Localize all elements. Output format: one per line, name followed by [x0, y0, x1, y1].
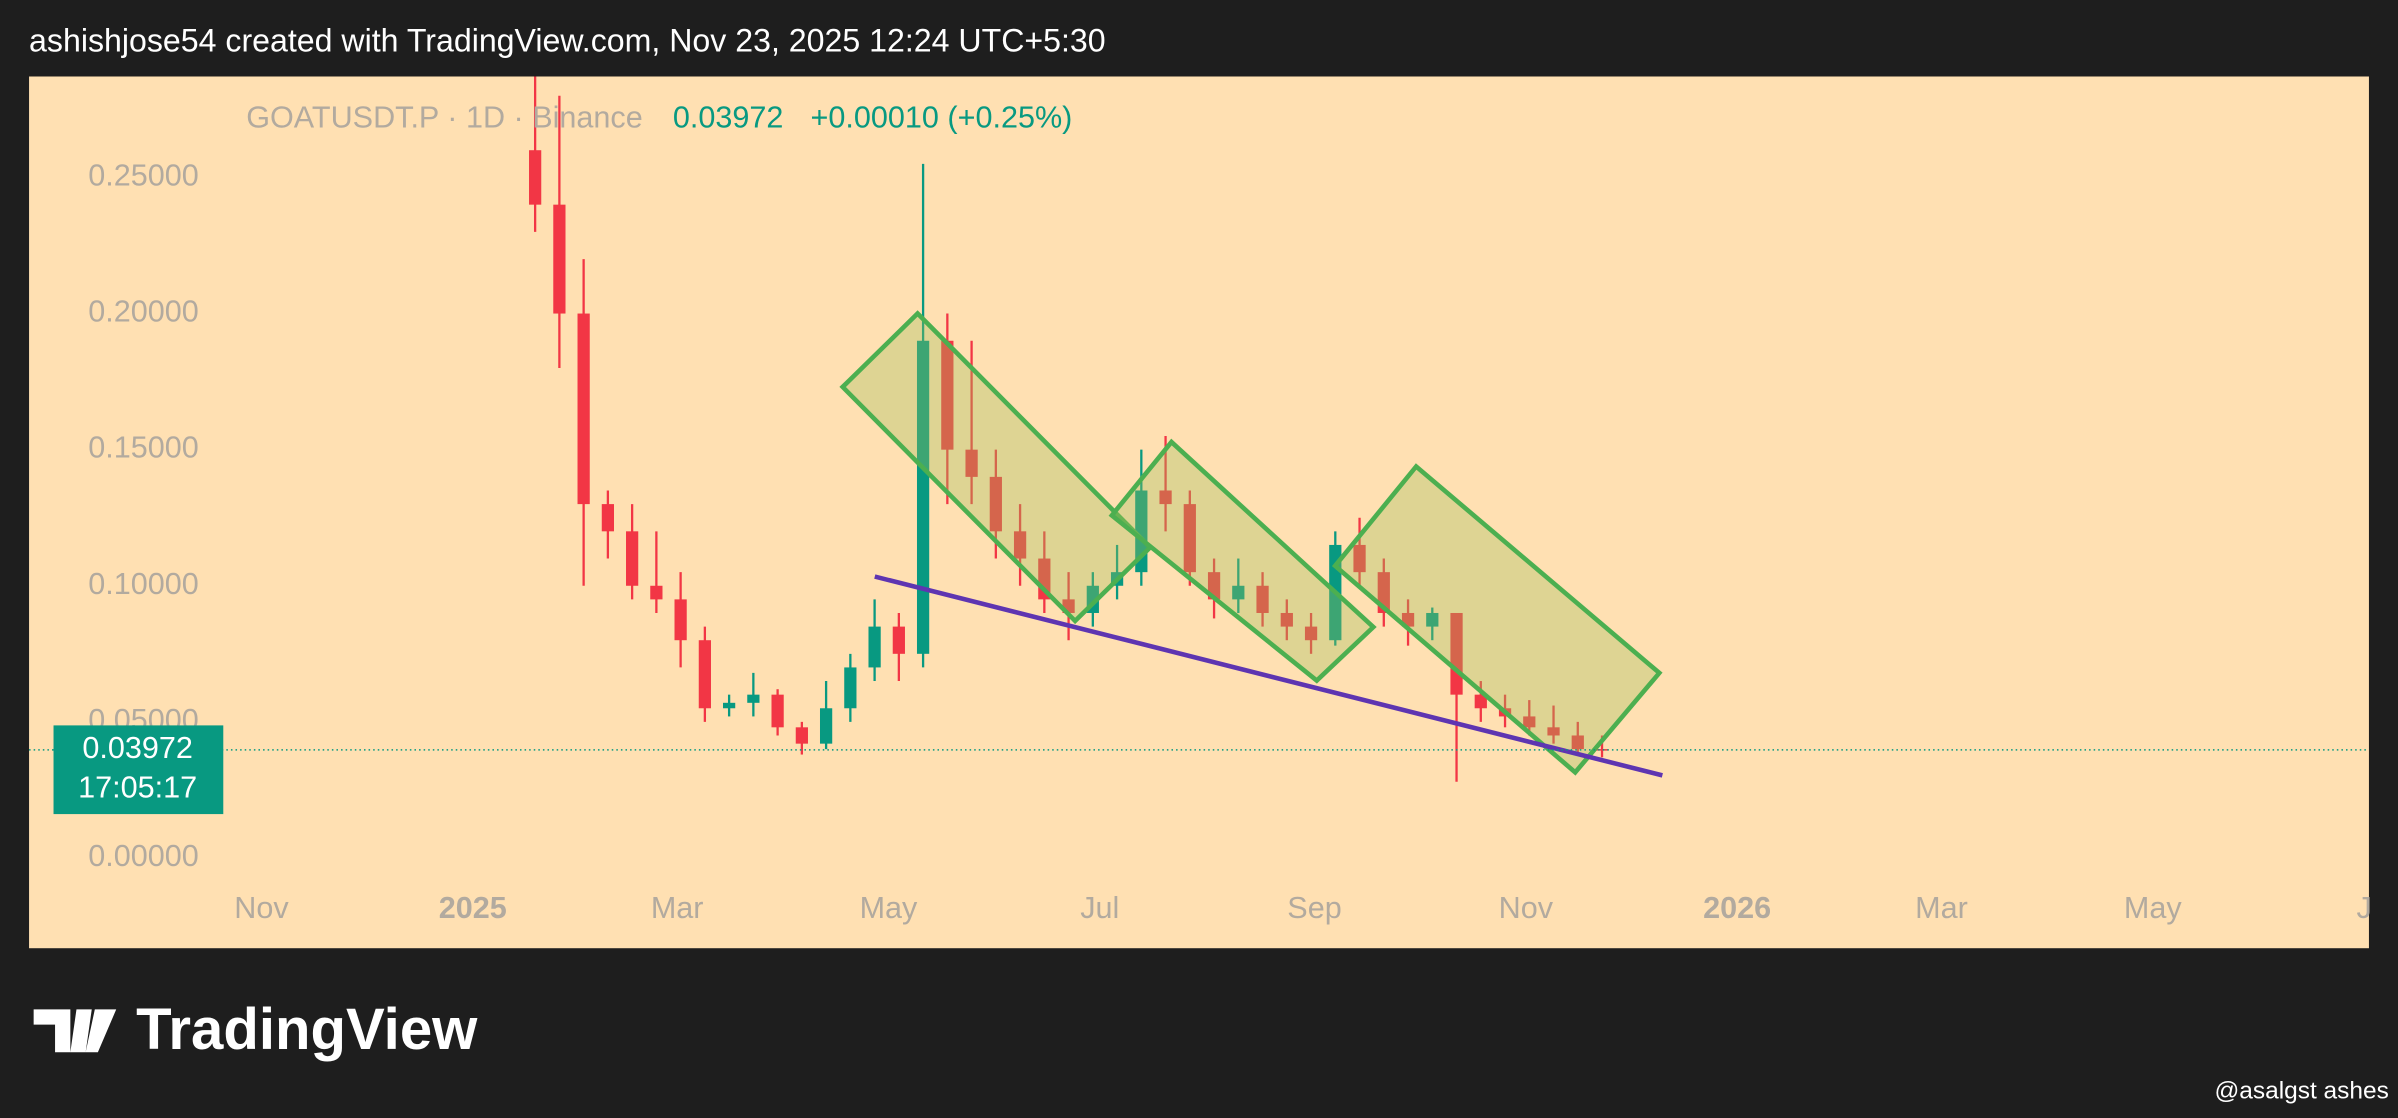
candle-body — [698, 640, 711, 709]
y-tick-label: 0.10000 — [88, 567, 199, 601]
brand: TradingView @asalgst ashes — [33, 997, 2389, 1104]
candle-body — [771, 694, 784, 728]
candle-body — [529, 150, 542, 205]
x-tick-label: Mar — [651, 891, 704, 925]
candle-body — [1256, 585, 1269, 613]
candle-body — [650, 585, 663, 600]
candle-body — [723, 702, 736, 709]
price-box-value: 0.03972 — [82, 731, 193, 765]
candle-body — [916, 340, 930, 654]
trendline — [874, 574, 1663, 778]
y-tick-label: 0.00000 — [88, 839, 199, 873]
candle-body — [1474, 694, 1487, 709]
x-tick-label: J — [2356, 891, 2371, 925]
candle-body — [1353, 544, 1366, 573]
x-tick-label: Mar — [1915, 891, 1968, 925]
candle-body — [819, 708, 833, 744]
candles — [529, 76, 1609, 782]
candle-body — [1159, 490, 1172, 505]
candle-body — [1426, 612, 1439, 627]
watermark: @asalgst ashes — [2214, 1077, 2388, 1104]
candle-body — [892, 626, 905, 654]
candle-body — [1280, 612, 1293, 627]
price-label: 0.03972 17:05:17 — [29, 725, 2369, 815]
candle-body — [577, 313, 590, 505]
ticks: 0.000000.050000.100000.150000.200000.250… — [88, 159, 2371, 926]
y-tick-label: 0.25000 — [88, 159, 199, 193]
candle-body — [674, 599, 687, 641]
candle-body — [1523, 716, 1536, 728]
candle-body — [626, 531, 639, 586]
candle-body — [601, 504, 614, 532]
candle-body — [989, 476, 1002, 532]
candle-body — [1571, 735, 1584, 750]
x-tick-label: May — [2124, 891, 2182, 925]
x-tick-label: Nov — [234, 891, 289, 925]
candle-body — [1183, 504, 1196, 573]
x-tick-label: 2025 — [439, 891, 507, 925]
legend-change: +0.00010 (+0.25%) — [811, 100, 1073, 134]
candle-body — [553, 204, 566, 314]
brand-name: TradingView — [136, 997, 478, 1062]
x-tick-label: 2026 — [1703, 891, 1771, 925]
legend-price: 0.03972 — [673, 100, 784, 134]
candle-body — [747, 694, 760, 703]
x-tick-label: Nov — [1499, 891, 1554, 925]
logo — [33, 1009, 117, 1053]
candle-body — [1013, 531, 1027, 559]
candle-body — [1595, 749, 1609, 751]
x-tick-label: Sep — [1287, 891, 1341, 925]
price-box — [53, 725, 224, 815]
candle-body — [1232, 585, 1245, 600]
candle-body — [941, 340, 954, 450]
header: ashishjose54 created with TradingView.co… — [29, 22, 1106, 58]
candle-body — [965, 449, 978, 477]
y-tick-label: 0.20000 — [88, 295, 199, 329]
candle-body — [844, 667, 857, 709]
y-tick-label: 0.15000 — [88, 431, 199, 465]
candle-body — [795, 727, 808, 744]
candle-body — [1304, 626, 1318, 641]
x-tick-label: May — [860, 891, 918, 925]
drawings — [839, 310, 1663, 778]
price-box-countdown: 17:05:17 — [78, 771, 197, 805]
candle-body — [1547, 727, 1560, 736]
candle-body — [868, 626, 881, 668]
channel — [1108, 438, 1377, 684]
chart-pane — [29, 76, 2369, 949]
channel — [1331, 463, 1663, 776]
symbol: GOATUSDT.P · 1D · Binance — [246, 100, 643, 134]
x-tick-label: Jul — [1080, 891, 1119, 925]
legend: GOATUSDT.P · 1D · Binance 0.03972 +0.000… — [246, 100, 1072, 134]
